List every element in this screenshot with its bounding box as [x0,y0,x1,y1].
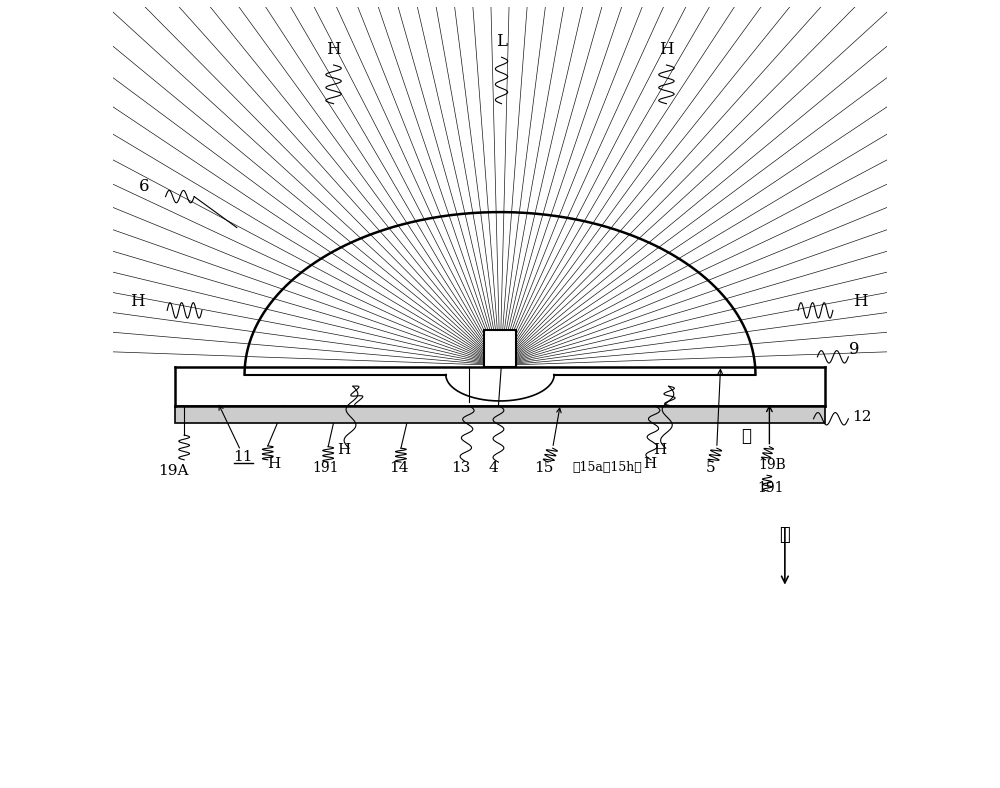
Text: 9: 9 [849,340,860,358]
Text: H: H [267,457,281,470]
Text: 11: 11 [233,451,253,464]
Text: H: H [659,41,674,58]
Text: H: H [326,41,341,58]
Text: H: H [643,457,656,470]
Text: 191: 191 [313,460,339,474]
Polygon shape [176,368,824,405]
Text: L: L [496,33,507,50]
Text: 4: 4 [489,460,499,474]
Text: 6: 6 [139,178,149,195]
Text: 上: 上 [741,428,751,445]
Text: H: H [337,443,350,457]
Text: H: H [654,443,667,457]
Polygon shape [484,329,516,367]
Text: 下: 下 [779,526,790,544]
Text: 5: 5 [706,460,715,474]
Polygon shape [175,406,825,423]
Text: H: H [130,292,145,310]
Text: 12: 12 [853,411,872,424]
Text: 15: 15 [534,460,553,474]
Text: 14: 14 [390,460,409,474]
Text: 19B: 19B [759,458,786,472]
Text: H: H [853,292,868,310]
Text: 191: 191 [758,481,784,496]
Text: 13: 13 [452,460,471,474]
Text: （15a～15h）: （15a～15h） [572,461,642,474]
Text: 19A: 19A [158,464,189,478]
